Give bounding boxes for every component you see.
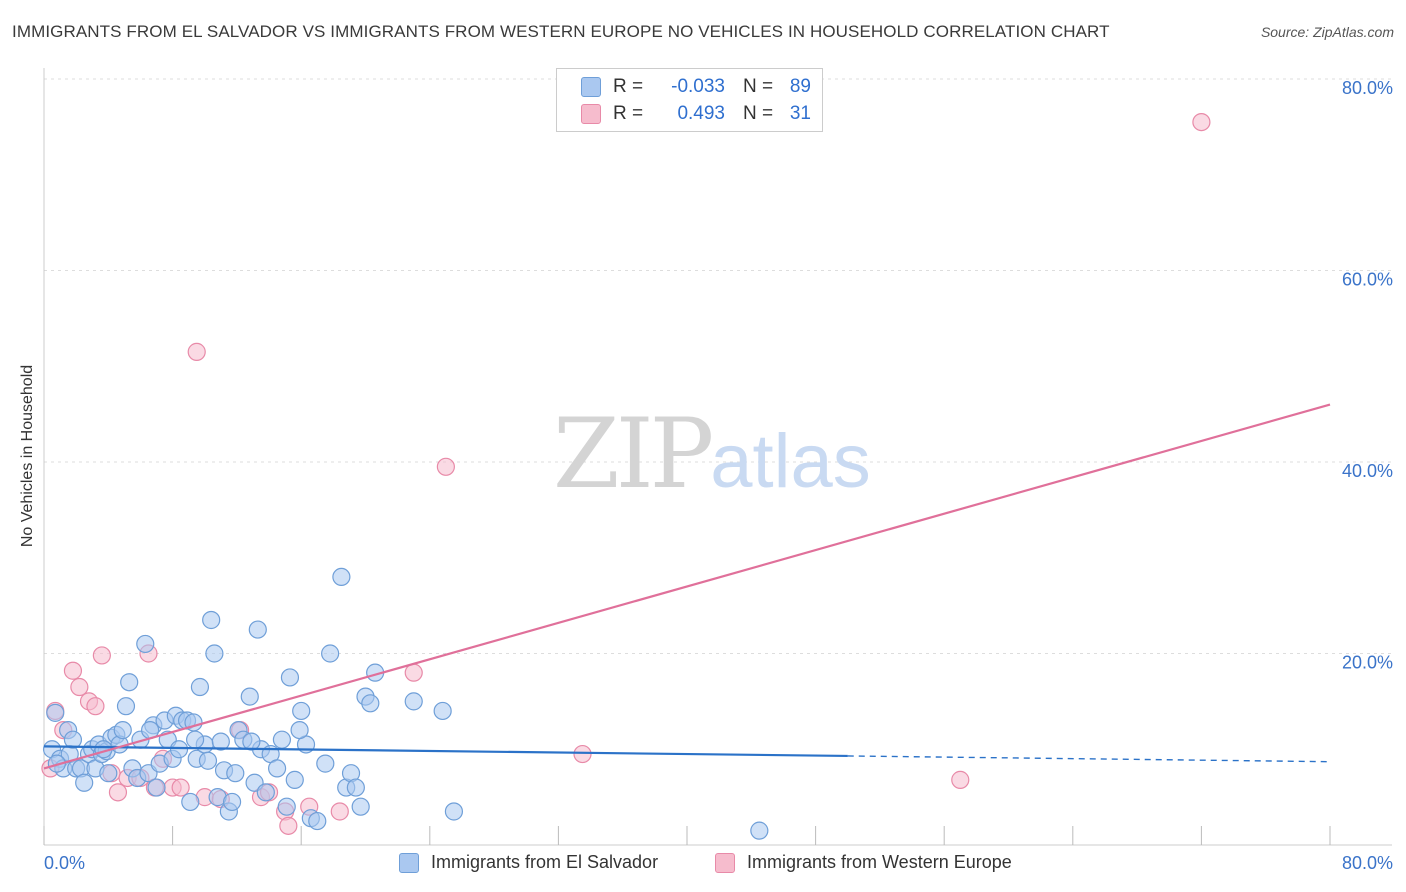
western-europe-point (573, 744, 592, 764)
tick-labels: 20.0% 40.0% 60.0% 80.0% 0.0% 80.0% (44, 78, 1393, 873)
el-salvador-point (147, 778, 166, 797)
bottom-legend-label: Immigrants from Western Europe (747, 852, 1012, 872)
western-europe-point (70, 677, 89, 697)
western-europe-point (86, 697, 105, 716)
el-salvador-point (248, 620, 267, 639)
el-salvador-point (116, 697, 136, 716)
el-salvador-point (290, 720, 309, 740)
x-tick-label-max: 80.0% (1342, 853, 1393, 873)
x-tick-label-min: 0.0% (44, 853, 85, 873)
el-salvador-point (444, 802, 464, 821)
el-salvador-point (186, 730, 205, 749)
chart-title: IMMIGRANTS FROM EL SALVADOR VS IMMIGRANT… (12, 22, 1110, 41)
western-europe-point (187, 342, 206, 361)
el-salvador-point (316, 754, 335, 773)
el-salvador-point (351, 797, 370, 816)
legend-r-label: R = (613, 103, 644, 124)
el-salvador-point (169, 740, 189, 759)
el-salvador-point (321, 644, 340, 663)
el-salvador-point (46, 703, 65, 722)
el-salvador-point (222, 792, 242, 812)
stats-legend: R = -0.033 N = 89 R = 0.493 N = 31 (556, 68, 823, 132)
el-salvador-point (277, 797, 296, 816)
western-europe-point (1192, 112, 1211, 132)
el-salvador-point (63, 730, 83, 749)
bottom-legend-western-europe: Immigrants from Western Europe (715, 852, 1012, 873)
el-salvador-point (267, 759, 287, 778)
western-europe-point (63, 661, 83, 680)
bottom-legend-swatch-blue (399, 852, 419, 873)
el-salvador-point (75, 773, 94, 792)
western-europe-point (436, 457, 455, 476)
trend-line-el-salvador (43, 745, 848, 758)
legend-r-value: -0.033 (671, 76, 725, 97)
el-salvador-point (202, 610, 221, 630)
legend-swatch-blue (581, 77, 601, 97)
trend-lines (43, 403, 1331, 770)
bottom-legend-el-salvador: Immigrants from El Salvador (399, 852, 658, 873)
western-europe-point (330, 802, 349, 821)
el-salvador-point (47, 754, 66, 773)
el-salvador-point (292, 701, 311, 721)
legend-n-value: 31 (789, 103, 811, 124)
el-salvador-point (404, 692, 423, 711)
legend-row-el-salvador: R = -0.033 N = 89 (581, 75, 811, 99)
el-salvador-point (205, 644, 224, 663)
legend-r-value: 0.493 (677, 103, 725, 124)
y-tick-label: 40.0% (1342, 461, 1393, 481)
y-tick-label: 20.0% (1342, 653, 1393, 673)
legend-row-western-europe: R = 0.493 N = 31 (581, 102, 811, 126)
el-salvador-point (433, 701, 452, 721)
el-salvador-point (211, 732, 230, 751)
el-salvador-point (190, 677, 210, 697)
western-europe-point (171, 778, 190, 797)
legend-n-label: N = (743, 103, 774, 124)
el-salvador-point (332, 567, 351, 587)
el-salvador-point (750, 821, 769, 840)
legend-r-label: R = (613, 76, 644, 97)
gridlines (44, 78, 1392, 654)
el-salvador-point (308, 811, 327, 831)
bottom-legend-label: Immigrants from El Salvador (431, 852, 659, 872)
el-salvador-point (226, 764, 245, 783)
el-salvador-point (120, 673, 139, 692)
western-europe-point (404, 663, 423, 682)
western-europe-point (951, 770, 970, 789)
y-tick-label: 60.0% (1342, 270, 1393, 290)
watermark-zip: ZIP (553, 398, 714, 510)
el-salvador-point (113, 720, 132, 740)
legend-n-value: 89 (789, 76, 811, 97)
legend-n-label: N = (743, 76, 774, 97)
y-axis-label: No Vehicles in Household (19, 364, 36, 548)
series-el-salvador-points (42, 567, 769, 840)
el-salvador-point (136, 634, 155, 654)
el-salvador-point (198, 751, 218, 770)
source-credit: Source: ZipAtlas.com (1260, 24, 1394, 40)
el-salvador-point (240, 687, 259, 706)
axes (43, 68, 1392, 846)
y-tick-label: 80.0% (1342, 78, 1393, 98)
trend-line-el-salvador-projection (847, 755, 1331, 763)
el-salvador-point (346, 778, 365, 797)
western-europe-point (108, 783, 128, 802)
el-salvador-point (256, 783, 275, 802)
el-salvador-point (285, 770, 304, 789)
el-salvador-point (361, 694, 380, 713)
el-salvador-point (280, 668, 300, 687)
el-salvador-point (272, 730, 292, 749)
el-salvador-point (181, 792, 200, 812)
legend-swatch-pink (581, 104, 601, 124)
western-europe-point (279, 816, 298, 835)
el-salvador-point (99, 764, 118, 783)
bottom-legend-swatch-pink (715, 852, 735, 873)
el-salvador-point (242, 732, 261, 751)
watermark: ZIPatlas (553, 398, 871, 510)
western-europe-point (92, 646, 111, 665)
trend-line-western-europe (43, 403, 1331, 770)
watermark-atlas: atlas (710, 419, 871, 504)
